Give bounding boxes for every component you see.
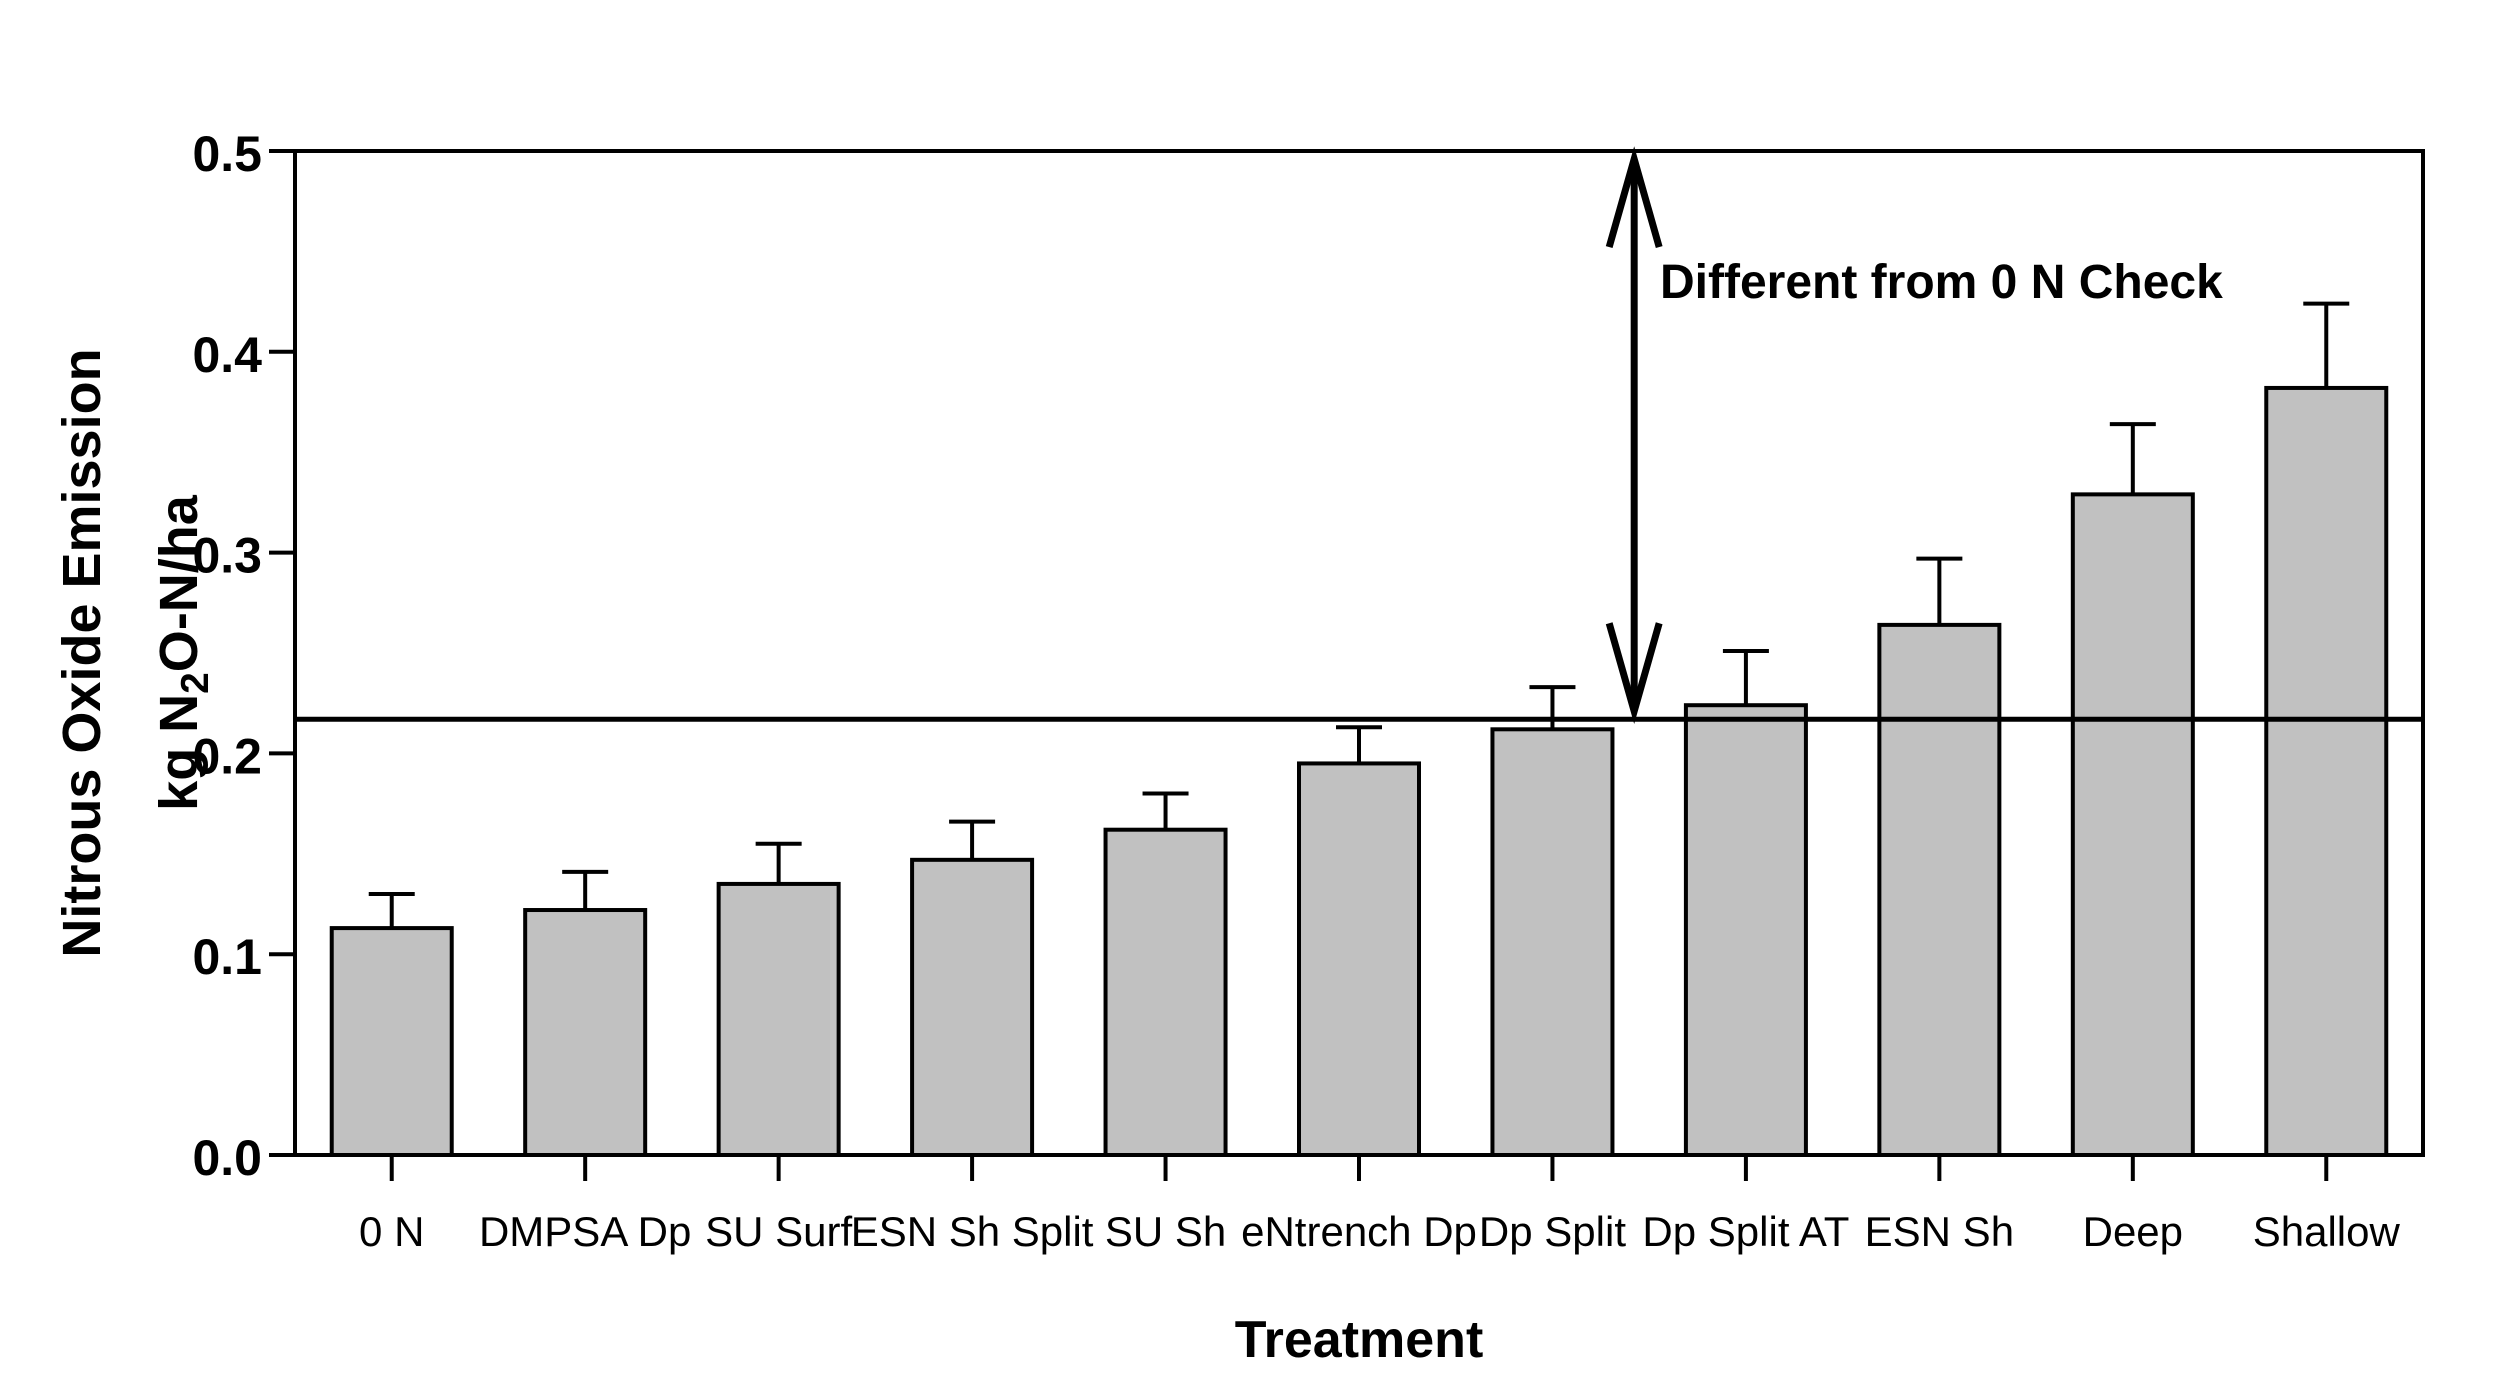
bar-ESN Sh Split bbox=[910, 857, 1035, 1157]
annotation-label: Different from 0 N Check bbox=[1660, 256, 2223, 309]
x-tick-label-ESN Sh Split: ESN Sh Split bbox=[851, 1208, 1094, 1255]
x-tick-label-0 N: 0 N bbox=[359, 1208, 424, 1255]
bar-SU Surf bbox=[716, 881, 841, 1157]
bar-Dp Split bbox=[1490, 727, 1615, 1158]
x-tick-label-DMPSA Dp: DMPSA Dp bbox=[479, 1208, 691, 1255]
bar-Dp Split AT bbox=[1683, 703, 1808, 1157]
y-axis-title-line2: kg N2O-N/ha bbox=[131, 103, 228, 1203]
annotation-arrow-head-down bbox=[1605, 622, 1663, 725]
annotation-arrow-head-up bbox=[1605, 146, 1663, 248]
y-tick-label-0.1: 0.1 bbox=[192, 929, 262, 985]
y-axis-title-line1: Nitrous Oxide Emission bbox=[52, 348, 112, 958]
y-tick-label-0.2: 0.2 bbox=[192, 728, 262, 784]
y-axis-unit-prefix: kg N bbox=[149, 693, 209, 811]
x-tick-label-Shallow: Shallow bbox=[2253, 1208, 2401, 1255]
y-axis-title: Nitrous Oxide Emission kg N2O-N/ha bbox=[34, 103, 228, 1203]
bar-SU Sh bbox=[1103, 827, 1228, 1157]
x-tick-label-Dp Split AT: Dp Split AT bbox=[1642, 1208, 1849, 1255]
x-tick-label-SU Sh: SU Sh bbox=[1105, 1208, 1226, 1255]
y-tick-label-0.0: 0.0 bbox=[192, 1130, 262, 1186]
y-tick-label-0.3: 0.3 bbox=[192, 528, 262, 584]
x-tick-label-SU Surf: SU Surf bbox=[705, 1208, 852, 1255]
y-tick-label-0.5: 0.5 bbox=[192, 126, 262, 182]
x-tick-label-eNtrench Dp: eNtrench Dp bbox=[1241, 1208, 1477, 1255]
y-tick-label-0.4: 0.4 bbox=[192, 327, 262, 383]
x-tick-label-ESN Sh: ESN Sh bbox=[1865, 1208, 2014, 1255]
x-axis-title: Treatment bbox=[1234, 1311, 1484, 1369]
y-axis-unit-subscript: 2 bbox=[173, 672, 217, 694]
bar-0 N bbox=[329, 926, 454, 1158]
x-tick-label-Deep: Deep bbox=[2083, 1208, 2183, 1255]
x-tick-label-Dp Split: Dp Split bbox=[1479, 1208, 1626, 1255]
bar-DMPSA Dp bbox=[523, 908, 648, 1157]
y-axis-unit-suffix: O-N/ha bbox=[149, 495, 209, 673]
bar-Deep bbox=[2070, 492, 2195, 1158]
bar-eNtrench Dp bbox=[1297, 761, 1421, 1157]
bar-Shallow bbox=[2264, 385, 2389, 1158]
bar-ESN Sh bbox=[1877, 622, 2002, 1157]
